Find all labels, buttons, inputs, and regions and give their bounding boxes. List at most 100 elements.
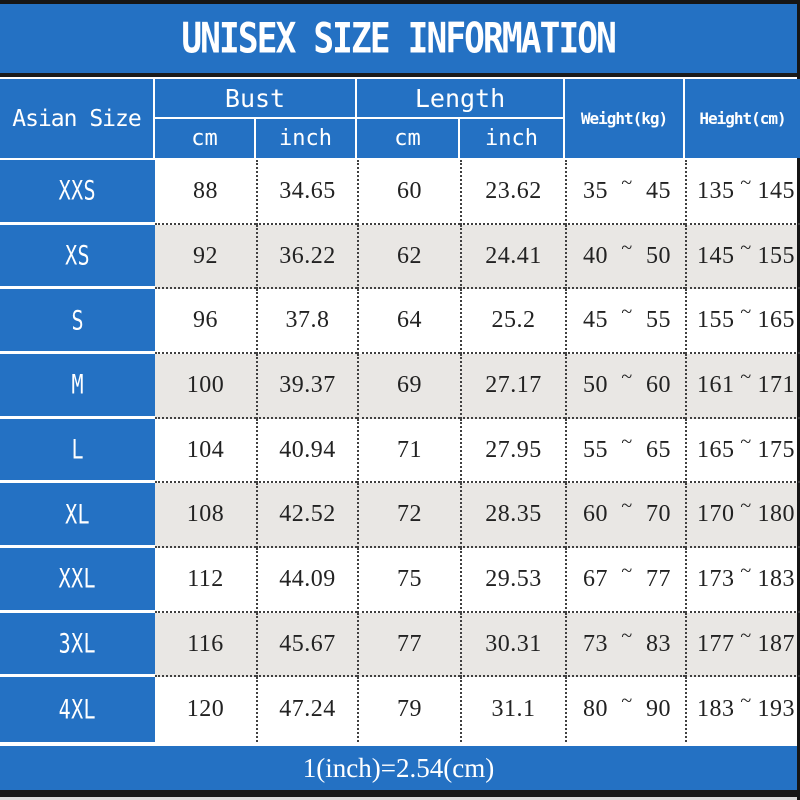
bust-inch-value: 34.65	[256, 160, 357, 225]
bust-inch-value: 37.8	[256, 289, 357, 355]
length-cm-value: 69	[357, 354, 460, 419]
tilde-icon: ~	[740, 430, 752, 453]
weight-range-cell: 60 ~70	[565, 483, 685, 549]
size-label: 4XL	[58, 694, 97, 726]
tilde-icon: ~	[740, 690, 752, 713]
tilde-icon: ~	[621, 690, 633, 713]
height-max: 180	[757, 501, 795, 528]
length-inch-value: 30.31	[460, 612, 565, 678]
bust-cm-value: 88	[155, 160, 256, 225]
tilde-icon: ~	[740, 171, 752, 194]
size-label: XS	[65, 239, 90, 272]
bottom-edge	[0, 797, 797, 800]
bust-cm-value: 120	[186, 696, 225, 723]
weight-min: 50	[583, 371, 608, 398]
table-row: XL 108 42.52 72 28.35 60 ~70 170 ~180	[0, 483, 800, 549]
header-group-length: Length	[357, 79, 565, 119]
tilde-icon: ~	[740, 624, 752, 647]
height-min: 165	[697, 436, 735, 463]
table-row: S 96 37.8 64 25.2 45 ~55 155 ~165	[0, 289, 800, 355]
table-row: XXL 112 44.09 75 29.53 67 ~77 173 ~183	[0, 548, 800, 613]
size-label: XL	[65, 498, 90, 530]
weight-max: 50	[645, 242, 671, 269]
tilde-icon: ~	[621, 171, 633, 194]
weight-range-cell: 80 ~90	[565, 677, 685, 743]
length-cm-value: 60	[357, 160, 460, 225]
height-max: 155	[757, 242, 795, 269]
weight-min: 60	[583, 501, 608, 528]
header-weight: Weight(kg)	[565, 79, 685, 158]
height-range-cell: 170 ~180	[685, 483, 800, 549]
height-min: 183	[697, 696, 735, 723]
title-band: UNISEX SIZE INFORMATION	[0, 4, 797, 73]
bust-inch-value: 40.94	[256, 418, 357, 484]
size-label-cell: M	[0, 354, 155, 419]
bust-cm-value: 112	[155, 548, 256, 613]
weight-range-cell: 55 ~65	[565, 418, 685, 484]
length-inch-value: 27.95	[460, 418, 565, 484]
height-max: 165	[757, 307, 795, 334]
bust-inch-value: 36.22	[256, 224, 357, 290]
length-cm-value: 79	[357, 677, 460, 743]
length-cm-value: 62	[357, 224, 460, 290]
weight-max: 90	[645, 696, 671, 723]
size-label-cell: XXS	[0, 160, 155, 225]
bust-cm-value: 100	[155, 354, 256, 419]
top-border-bar	[0, 0, 797, 4]
height-min: 161	[697, 371, 735, 398]
bust-cm-value: 96	[155, 289, 256, 355]
header-bust-inch: inch	[256, 119, 357, 158]
height-range-cell: 165 ~175	[685, 418, 800, 484]
bust-inch-value: 47.24	[256, 677, 357, 743]
weight-range-cell: 35 ~45	[565, 160, 685, 225]
table-row: 3XL 116 45.67 77 30.31 73 ~83 177 ~187	[0, 612, 800, 678]
header-asian-size: Asian Size	[0, 79, 155, 158]
height-max: 175	[757, 436, 795, 463]
length-cm-value: 71	[357, 418, 460, 484]
size-label: XXS	[58, 175, 97, 207]
page-title: UNISEX SIZE INFORMATION	[181, 14, 618, 63]
tilde-icon: ~	[740, 495, 752, 518]
length-cm-value: 77	[357, 612, 460, 678]
size-label-cell: XXL	[0, 548, 155, 613]
weight-max: 55	[645, 307, 671, 334]
weight-max: 70	[645, 501, 671, 528]
table-row: XS 92 36.22 62 24.41 40 ~50 145 ~155	[0, 224, 800, 290]
height-min: 135	[697, 177, 735, 204]
height-max: 193	[757, 696, 795, 723]
size-label: XXL	[58, 563, 97, 595]
table-header: Asian Size Bust Length Weight(kg) Height…	[0, 77, 800, 160]
bust-cm-value: 108	[155, 483, 256, 549]
weight-range-cell: 50 ~60	[565, 354, 685, 419]
tilde-icon: ~	[621, 365, 633, 388]
footer-band: 1(inch)=2.54(cm)	[0, 746, 797, 790]
header-group-bust: Bust	[155, 79, 357, 119]
bust-cm-value: 116	[155, 613, 256, 678]
height-min: 155	[697, 307, 735, 334]
tilde-icon: ~	[740, 301, 752, 324]
height-range-cell: 161 ~171	[685, 354, 800, 419]
size-label-cell: XL	[0, 483, 155, 549]
weight-min: 67	[583, 565, 608, 592]
weight-max: 83	[645, 630, 671, 657]
weight-max: 45	[645, 177, 671, 204]
tilde-icon: ~	[740, 236, 752, 259]
bottom-border-bar	[0, 790, 797, 797]
conversion-note: 1(inch)=2.54(cm)	[302, 752, 495, 783]
table-row: M 100 39.37 69 27.17 50 ~60 161 ~171	[0, 354, 800, 419]
table-body: XXS 88 34.65 60 23.62 35 ~45 135 ~145 XS 92 36.22 62…	[0, 160, 800, 743]
header-length-inch: inch	[460, 119, 565, 158]
height-min: 177	[697, 630, 735, 657]
weight-min: 40	[583, 242, 608, 269]
length-cm-value: 64	[357, 289, 460, 355]
title-separator	[0, 73, 797, 77]
height-max: 145	[757, 177, 795, 204]
weight-range-cell: 40 ~50	[565, 224, 685, 290]
weight-min: 45	[583, 307, 608, 334]
size-label: L	[71, 433, 84, 466]
size-label: S	[71, 304, 84, 336]
weight-min: 35	[583, 177, 608, 204]
height-range-cell: 173 ~183	[685, 548, 800, 613]
weight-min: 55	[583, 436, 608, 463]
size-label-cell: L	[0, 418, 155, 484]
